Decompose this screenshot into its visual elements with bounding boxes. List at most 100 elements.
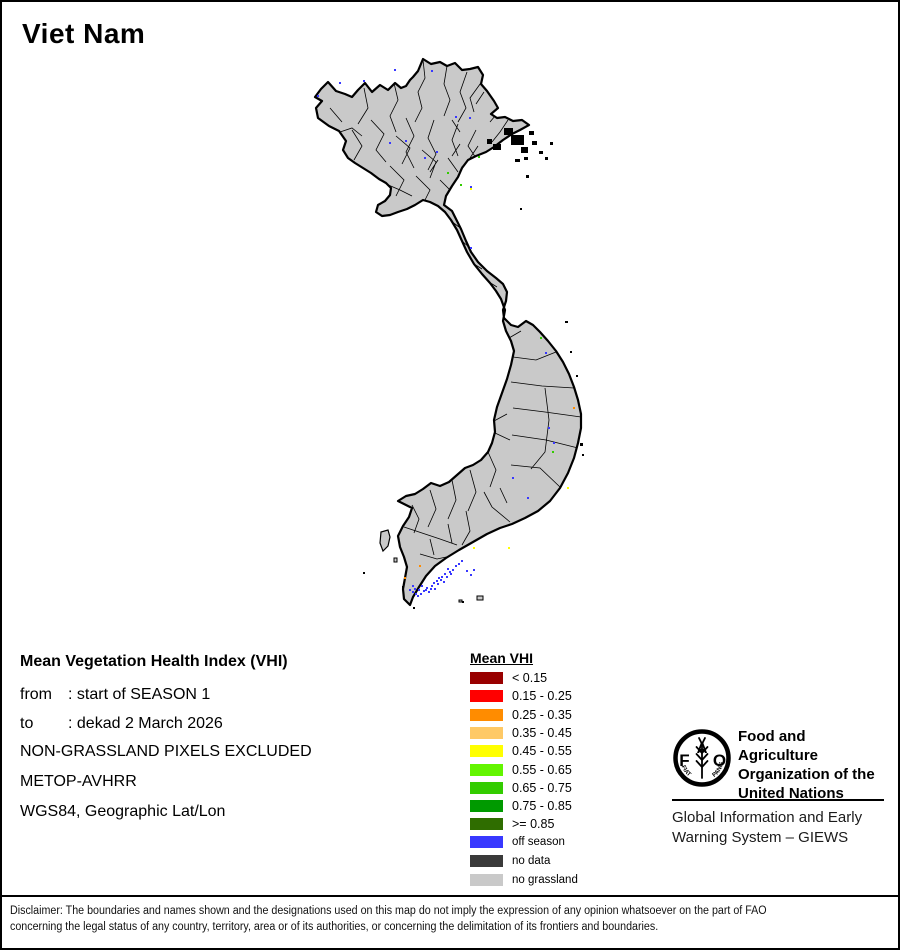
legend-swatch [470, 855, 503, 867]
islet-speck [493, 144, 501, 150]
islet-speck [582, 454, 584, 456]
off-season-pixel [450, 573, 452, 575]
islet-speck [545, 157, 548, 160]
off-season-pixel [436, 580, 438, 582]
off-season-pixel [469, 117, 471, 119]
province-boundaries [329, 59, 581, 560]
legend-swatch [470, 726, 503, 739]
off-season-pixel [461, 560, 463, 562]
off-season-pixel [415, 593, 417, 595]
vietnam-map [313, 57, 584, 609]
legend-item-label: no grassland [512, 874, 578, 886]
off-season-pixel [441, 576, 443, 578]
off-season-pixel [473, 569, 475, 571]
off-season-pixel [317, 95, 319, 97]
small-island [476, 595, 484, 601]
info-line-exclusion: NON-GRASSLAND PIXELS EXCLUDED [20, 743, 312, 760]
legend-item-label: 0.65 - 0.75 [512, 780, 572, 795]
islet-speck [515, 159, 520, 162]
giews-name: Global Information and Early Warning Sys… [672, 808, 862, 848]
islet-speck [539, 151, 543, 154]
vhi-pixel [540, 337, 542, 339]
off-season-pixel [428, 591, 430, 593]
off-season-pixel [438, 577, 440, 579]
off-season-pixel [434, 588, 436, 590]
vhi-pixel [404, 577, 406, 579]
phu-quoc-island [379, 529, 391, 553]
legend-item-label: 0.35 - 0.45 [512, 725, 572, 740]
svg-text:O: O [713, 751, 726, 770]
off-season-pixel [470, 574, 472, 576]
legend-item-label: 0.25 - 0.35 [512, 707, 572, 722]
fao-org-line: Food and Agriculture [738, 728, 819, 764]
islet-speck [576, 375, 578, 377]
info-line-projection: WGS84, Geographic Lat/Lon [20, 803, 226, 820]
off-season-pixel [339, 82, 341, 84]
off-season-pixel [412, 585, 414, 587]
off-season-pixel [436, 151, 438, 153]
islet-speck [565, 321, 568, 323]
off-season-pixel [405, 140, 407, 142]
off-season-pixel [446, 576, 448, 578]
islet-speck [521, 147, 528, 153]
legend-swatch [470, 874, 503, 886]
off-season-pixel [466, 570, 468, 572]
vhi-pixel [508, 547, 510, 549]
info-separator: : [68, 686, 73, 703]
off-season-pixel [421, 585, 423, 587]
fao-org-name: Food and Agriculture Organization of the… [738, 727, 886, 803]
legend-swatch [470, 708, 503, 721]
giews-line: Warning System – GIEWS [672, 829, 849, 846]
islet-speck [550, 142, 553, 145]
vhi-pixel [552, 451, 554, 453]
off-season-pixel [512, 477, 514, 479]
info-heading: Mean Vegetation Health Index (VHI) [20, 653, 288, 670]
legend-item-label: 0.75 - 0.85 [512, 799, 572, 814]
legend-item-label: 0.15 - 0.25 [512, 689, 572, 704]
vhi-pixel [567, 487, 569, 489]
info-to-value: dekad 2 March 2026 [76, 715, 223, 732]
off-season-pixel [548, 427, 550, 429]
vietnam-landmass [313, 57, 583, 607]
off-season-pixel [389, 142, 391, 144]
islet-speck [462, 601, 464, 603]
off-season-pixel [417, 595, 419, 597]
off-season-pixel [431, 585, 433, 587]
vhi-pixel [470, 188, 472, 190]
off-season-pixel [412, 591, 414, 593]
wheat-ear-icon [695, 737, 709, 779]
islet-speck [402, 586, 404, 588]
legend-item-label: < 0.15 [512, 671, 548, 685]
off-season-pixel [545, 352, 547, 354]
off-season-pixel [458, 563, 460, 565]
off-season-pixel [424, 157, 426, 159]
islet-speck [529, 131, 534, 135]
fao-org-line: United Nations [738, 785, 844, 802]
island-specks [363, 128, 584, 609]
off-season-pixel [426, 587, 428, 589]
off-season-pixel [470, 186, 472, 188]
off-season-pixel [470, 247, 472, 249]
off-season-pixel [452, 569, 454, 571]
off-season-pixel [420, 593, 422, 595]
off-season-pixel [443, 581, 445, 583]
info-from-label: from [20, 686, 52, 703]
legend-item-label: >= 0.85 [512, 817, 555, 832]
small-island [458, 599, 463, 603]
off-season-pixel [455, 116, 457, 118]
legend-swatch [470, 690, 503, 703]
off-season-pixel [527, 497, 529, 499]
info-line-sensor: METOP-AVHRR [20, 773, 137, 790]
vhi-pixel [473, 547, 475, 549]
legend-swatch [470, 836, 503, 848]
islet-speck [363, 572, 365, 574]
islet-speck [570, 351, 572, 353]
legend-swatch [470, 763, 503, 776]
off-season-pixel [447, 568, 449, 570]
giews-line: Global Information and Early [672, 809, 863, 826]
page-title: Viet Nam [22, 18, 146, 49]
off-season-pixel [440, 579, 442, 581]
off-season-pixel [553, 442, 555, 444]
off-season-pixel [430, 588, 432, 590]
